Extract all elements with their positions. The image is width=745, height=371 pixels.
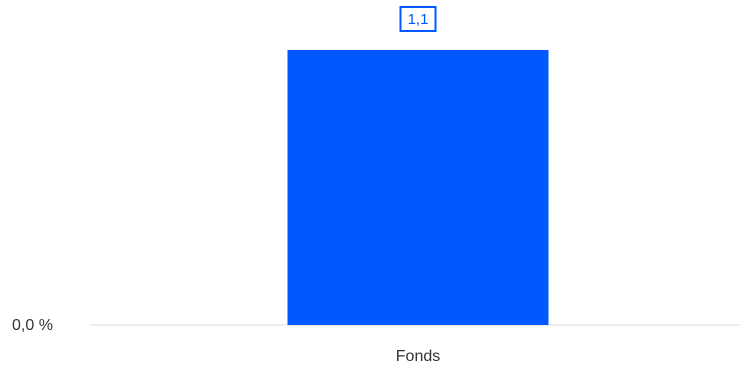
data-label-box <box>399 6 437 32</box>
category-label: Fonds <box>396 348 440 365</box>
plot-area: 0,0 % 1,1 Fonds <box>12 6 740 365</box>
bar <box>287 50 549 325</box>
data-label: 1,1 <box>408 11 429 28</box>
y-tick-label: 0,0 % <box>12 317 53 334</box>
